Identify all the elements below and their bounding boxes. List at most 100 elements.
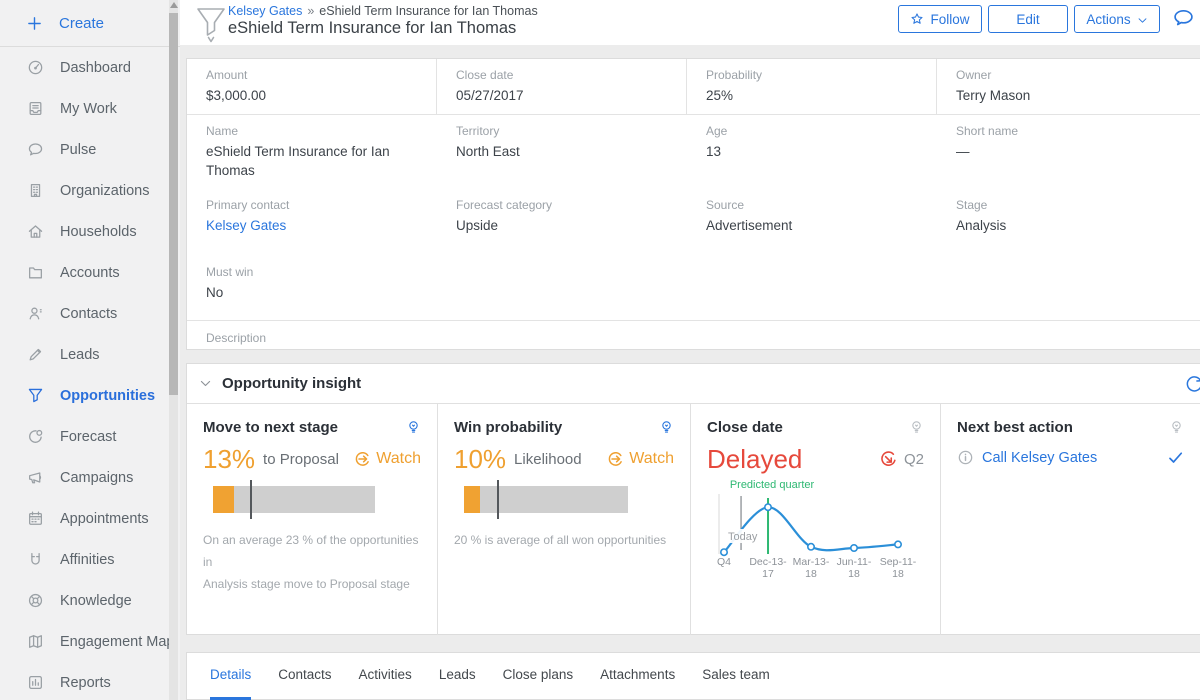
card-title: Close date <box>707 419 783 436</box>
actions-button[interactable]: Actions <box>1074 5 1160 33</box>
card-description: 20 % is average of all won opportunities <box>454 533 667 547</box>
lightbulb-icon[interactable] <box>909 418 924 436</box>
sidebar-item-engagement-map[interactable]: Engagement Map <box>0 621 180 662</box>
page-title: eShield Term Insurance for Ian Thomas <box>228 19 517 37</box>
refresh-icon[interactable] <box>1184 374 1200 394</box>
sidebar-item-affinities[interactable]: Affinities <box>0 539 180 580</box>
opportunities-icon <box>27 387 44 404</box>
sidebar-item-forecast[interactable]: Forecast <box>0 416 180 457</box>
sidebar: Create Dashboard My Work Pulse Organization… <box>0 0 180 700</box>
close-date-status: Delayed <box>707 444 803 474</box>
sidebar-scrollbar[interactable] <box>169 0 178 700</box>
sidebar-scrollbar-thumb[interactable] <box>169 13 178 395</box>
sidebar-item-label: Pulse <box>60 141 97 158</box>
chat-bubble-icon[interactable] <box>1171 7 1196 31</box>
field-value: 25% <box>706 88 734 103</box>
sidebar-item-pulse[interactable]: Pulse <box>0 129 180 170</box>
field-source: Source Advertisement <box>687 189 937 244</box>
reports-icon <box>27 674 44 691</box>
collapse-chevron-icon[interactable] <box>199 377 212 390</box>
progress-fill <box>464 486 481 513</box>
sidebar-item-opportunities[interactable]: Opportunities <box>0 375 180 416</box>
watch-arrow-icon <box>353 450 371 468</box>
quarter-label: Q2 <box>903 450 924 468</box>
edit-button[interactable]: Edit <box>988 5 1068 33</box>
field-label: Short name <box>956 124 1019 138</box>
stage-progress-bar <box>213 480 375 519</box>
sidebar-item-contacts[interactable]: Contacts <box>0 293 180 334</box>
sidebar-item-households[interactable]: Households <box>0 211 180 252</box>
sidebar-item-leads[interactable]: Leads <box>0 334 180 375</box>
dashboard-icon <box>27 59 44 76</box>
opportunity-insight-panel: Opportunity insight Move to next stage 1… <box>186 363 1200 635</box>
next-action-link[interactable]: Call Kelsey Gates <box>982 449 1098 466</box>
accounts-icon <box>27 264 44 281</box>
organizations-icon <box>27 182 44 199</box>
create-label: Create <box>59 14 105 32</box>
average-marker <box>250 480 253 519</box>
watch-button[interactable]: Watch <box>353 450 421 468</box>
main-area: Kelsey Gates» eShield Term Insurance for … <box>180 0 1200 700</box>
sidebar-item-label: Opportunities <box>60 387 156 404</box>
field-value: North East <box>456 144 520 159</box>
follow-button[interactable]: Follow <box>898 5 982 33</box>
watch-button[interactable]: Watch <box>606 450 674 468</box>
sidebar-item-label: Organizations <box>60 182 150 199</box>
card-next-best-action: Next best action Call Kelsey Gates <box>941 404 1200 635</box>
lightbulb-icon[interactable] <box>659 418 674 436</box>
detail-row: Amount $3,000.00 Close date 05/27/2017 Proba… <box>187 59 1200 115</box>
sidebar-item-knowledge[interactable]: Knowledge <box>0 580 180 621</box>
accept-check-icon[interactable] <box>1167 449 1184 466</box>
field-value: Terry Mason <box>956 88 1031 103</box>
tab-attachments[interactable]: Attachments <box>600 667 676 682</box>
field-stage: Stage Analysis <box>937 189 1200 244</box>
field-value: 13 <box>706 144 722 159</box>
lightbulb-icon[interactable] <box>406 418 421 436</box>
sidebar-item-my-work[interactable]: My Work <box>0 88 180 129</box>
field-label: Close date <box>456 68 514 82</box>
breadcrumb: Kelsey Gates » eShield Term Insurance for … <box>228 4 538 18</box>
info-icon[interactable] <box>957 449 974 466</box>
watch-arrow-icon <box>606 450 624 468</box>
field-value[interactable]: Kelsey Gates <box>206 218 287 233</box>
field-label: Age <box>706 124 728 138</box>
svg-text:Dec-13-: Dec-13- <box>749 556 787 568</box>
svg-text:Mar-13-: Mar-13- <box>793 556 830 568</box>
lightbulb-icon[interactable] <box>1169 418 1184 436</box>
stage-move-target: to Proposal <box>263 450 339 468</box>
sidebar-item-create[interactable]: Create <box>0 0 180 47</box>
field-value: eShield Term Insurance for Ian Thomas <box>206 144 390 178</box>
sidebar-item-label: Dashboard <box>60 59 131 76</box>
field-label: Source <box>706 198 745 212</box>
sidebar-item-campaigns[interactable]: Campaigns <box>0 457 180 498</box>
card-title: Win probability <box>454 419 563 436</box>
tab-close-plans[interactable]: Close plans <box>502 667 574 682</box>
sidebar-item-appointments[interactable]: Appointments <box>0 498 180 539</box>
star-icon <box>910 12 924 26</box>
svg-text:Today: Today <box>728 531 758 543</box>
card-title: Next best action <box>957 419 1073 436</box>
field-value: Advertisement <box>706 218 793 233</box>
field-label: Amount <box>206 68 248 82</box>
field-territory: Territory North East <box>437 115 687 189</box>
field-value: $3,000.00 <box>206 88 267 103</box>
households-icon <box>27 223 44 240</box>
tab-activities[interactable]: Activities <box>358 667 412 682</box>
field-value: Analysis <box>956 218 1007 233</box>
sidebar-item-reports[interactable]: Reports <box>0 662 180 700</box>
field-label: Probability <box>706 68 763 82</box>
field-label: Owner <box>956 68 992 82</box>
sidebar-item-label: Forecast <box>60 428 117 445</box>
tab-details[interactable]: Details <box>210 653 252 700</box>
card-move-to-next-stage: Move to next stage 13% to Proposal Watch <box>187 404 438 635</box>
sidebar-item-accounts[interactable]: Accounts <box>0 252 180 293</box>
tab-contacts[interactable]: Contacts <box>278 667 332 682</box>
sidebar-item-dashboard[interactable]: Dashboard <box>0 47 180 88</box>
tab-leads[interactable]: Leads <box>438 667 476 682</box>
sidebar-item-organizations[interactable]: Organizations <box>0 170 180 211</box>
contacts-icon <box>27 305 44 322</box>
breadcrumb-link-contact[interactable]: Kelsey Gates <box>228 4 303 18</box>
sidebar-item-label: Campaigns <box>60 469 134 486</box>
tab-sales-team[interactable]: Sales team <box>702 667 770 682</box>
scrollbar-up-arrow-icon[interactable] <box>170 2 178 8</box>
